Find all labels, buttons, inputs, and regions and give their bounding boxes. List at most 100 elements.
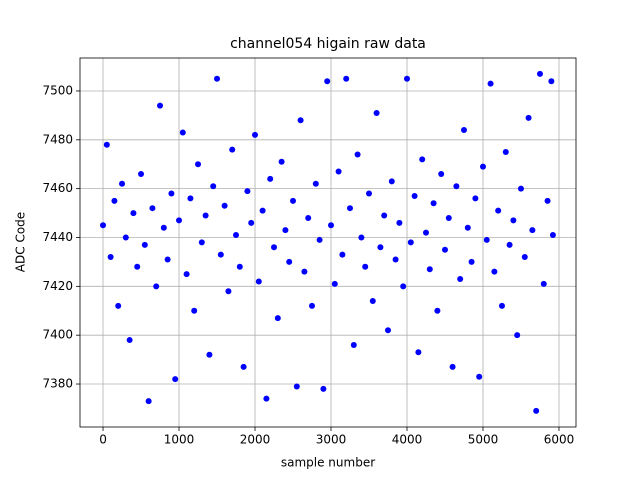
point (164, 256, 171, 263)
point (233, 232, 240, 239)
point (236, 263, 243, 270)
point (198, 239, 205, 246)
point (445, 214, 452, 221)
point (544, 197, 551, 204)
point (529, 227, 536, 234)
point (426, 266, 433, 273)
point (525, 114, 532, 121)
x-tick-label: 3000 (316, 433, 347, 447)
point (244, 188, 251, 195)
point (331, 280, 338, 287)
point (354, 151, 361, 158)
point (422, 229, 429, 236)
x-tick-label: 4000 (392, 433, 423, 447)
y-tick-label: 7440 (42, 230, 73, 244)
point (320, 385, 327, 392)
point (536, 70, 543, 77)
point (138, 170, 145, 177)
point (506, 241, 513, 248)
point (141, 241, 148, 248)
point (343, 75, 350, 82)
point (206, 351, 213, 358)
point (434, 307, 441, 314)
point (540, 280, 547, 287)
point (373, 109, 380, 116)
point (453, 183, 460, 190)
point (377, 244, 384, 251)
point (549, 232, 556, 239)
point (179, 129, 186, 136)
point (278, 158, 285, 165)
point (274, 315, 281, 322)
point (392, 256, 399, 263)
x-tick-label: 5000 (468, 433, 499, 447)
point (149, 205, 156, 212)
y-tick-label: 7480 (42, 132, 73, 146)
point (381, 212, 388, 219)
point (449, 363, 456, 370)
point (225, 288, 232, 295)
point (400, 283, 407, 290)
point (346, 205, 353, 212)
point (115, 302, 122, 309)
point (415, 349, 422, 356)
point (407, 239, 414, 246)
point (263, 395, 270, 402)
point (476, 373, 483, 380)
point (210, 183, 217, 190)
point (468, 258, 475, 265)
point (419, 156, 426, 163)
point (293, 383, 300, 390)
point (248, 219, 255, 226)
point (521, 254, 528, 261)
point (517, 185, 524, 192)
y-tick-label: 7460 (42, 181, 73, 195)
y-tick-label: 7400 (42, 328, 73, 342)
point (483, 236, 490, 243)
point (240, 363, 247, 370)
point (362, 263, 369, 270)
point (191, 307, 198, 314)
x-tick-label: 0 (99, 433, 107, 447)
point (403, 75, 410, 82)
point (172, 376, 179, 383)
point (430, 200, 437, 207)
point (464, 224, 471, 231)
point (548, 78, 555, 85)
point (335, 168, 342, 175)
point (388, 178, 395, 185)
point (134, 263, 141, 270)
point (176, 217, 183, 224)
point (350, 341, 357, 348)
point (365, 190, 372, 197)
point (286, 258, 293, 265)
x-tick-label: 2000 (240, 433, 271, 447)
point (396, 219, 403, 226)
point (259, 207, 266, 214)
x-axis-label: sample number (281, 456, 375, 470)
point (369, 297, 376, 304)
point (195, 161, 202, 168)
point (157, 102, 164, 109)
point (153, 283, 160, 290)
point (339, 251, 346, 258)
point (460, 127, 467, 134)
point (438, 170, 445, 177)
point (301, 268, 308, 275)
point (255, 278, 262, 285)
point (312, 180, 319, 187)
point (202, 212, 209, 219)
point (103, 141, 110, 148)
point (145, 398, 152, 405)
y-tick-label: 7380 (42, 377, 73, 391)
point (122, 234, 129, 241)
point (187, 195, 194, 202)
y-tick-label: 7500 (42, 83, 73, 97)
point (411, 192, 418, 199)
point (130, 210, 137, 217)
point (491, 268, 498, 275)
point (297, 117, 304, 124)
chart-title: channel054 higain raw data (230, 36, 426, 52)
point (271, 244, 278, 251)
